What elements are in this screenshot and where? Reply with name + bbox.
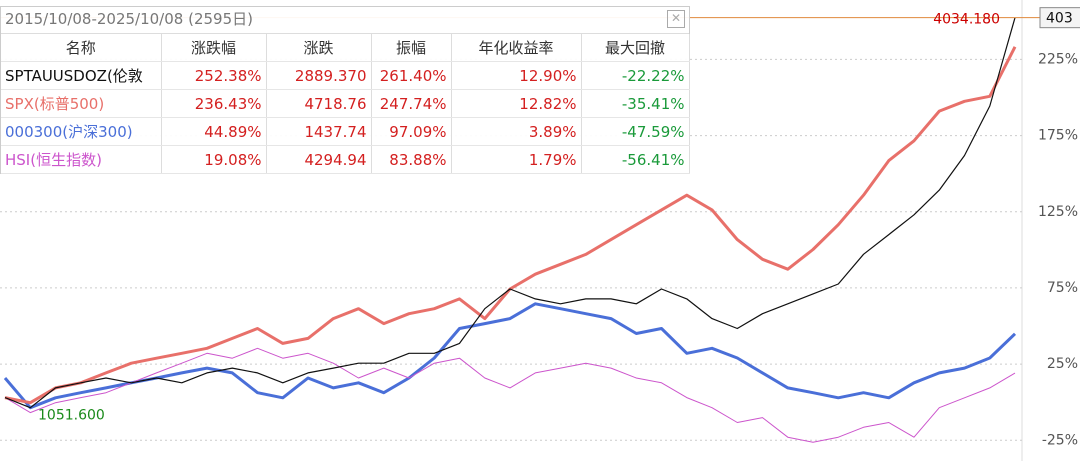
column-header: 涨跌: [266, 34, 372, 62]
price-label: 4034.180: [933, 12, 1000, 28]
stat-cell: 252.38%: [161, 61, 267, 90]
table-header: 名称 涨跌幅 涨跌 振幅 年化收益率 最大回撤: [1, 34, 690, 62]
y-tick-label: 225%: [1038, 51, 1078, 67]
stat-cell: 12.82%: [451, 89, 582, 118]
y-tick-label: 125%: [1038, 204, 1078, 220]
stat-cell: 3.89%: [451, 117, 582, 146]
low-label: 1051.600: [38, 408, 105, 424]
column-header: 名称: [1, 34, 162, 62]
stat-cell: 261.40%: [371, 61, 452, 90]
series-name: 000300(沪深300): [1, 117, 162, 146]
column-header: 涨跌幅: [161, 34, 267, 62]
stat-cell: 4294.94: [266, 145, 372, 174]
table-row: SPX(标普500) 236.43% 4718.76 247.74% 12.82% -35…: [1, 89, 690, 118]
stat-cell: 12.90%: [451, 61, 582, 90]
stat-cell: 2889.370: [266, 61, 372, 90]
price-box-label: 403: [1046, 11, 1073, 27]
series-line: [3, 302, 1017, 410]
stat-cell: 19.08%: [161, 145, 267, 174]
series-name: SPX(标普500): [1, 89, 162, 118]
stat-cell: 83.88%: [371, 145, 452, 174]
series-line: [4, 17, 1016, 409]
period-header: 2015/10/08-2025/10/08 (2595日) ✕: [1, 7, 689, 34]
stat-cell: -47.59%: [581, 117, 690, 146]
y-tick-label: 175%: [1038, 128, 1078, 144]
stat-cell: 236.43%: [161, 89, 267, 118]
period-text: 2015/10/08-2025/10/08 (2595日): [5, 10, 253, 28]
table-row: SPTAUUSDOZ(伦敦 252.38% 2889.370 261.40% 12.90…: [1, 61, 690, 90]
price-box: [1039, 7, 1080, 29]
series-line: [4, 347, 1016, 443]
stats-table: 名称 涨跌幅 涨跌 振幅 年化收益率 最大回撤 SPTAUUSDOZ(伦敦 252.38% 28…: [1, 34, 690, 174]
series-name: SPTAUUSDOZ(伦敦: [1, 61, 162, 90]
stat-cell: 247.74%: [371, 89, 452, 118]
table-row: 000300(沪深300) 44.89% 1437.74 97.09% 3.89% -47…: [1, 117, 690, 146]
stat-cell: 1.79%: [451, 145, 582, 174]
stat-cell: -35.41%: [581, 89, 690, 118]
stats-panel: 2015/10/08-2025/10/08 (2595日) ✕ 名称 涨跌幅 涨跌 振幅…: [0, 6, 690, 174]
series-name: HSI(恒生指数): [1, 145, 162, 174]
stat-cell: 97.09%: [371, 117, 452, 146]
stat-cell: -22.22%: [581, 61, 690, 90]
stat-cell: 4718.76: [266, 89, 372, 118]
stat-cell: 1437.74: [266, 117, 372, 146]
column-header: 振幅: [371, 34, 452, 62]
y-tick-label: -25%: [1042, 432, 1078, 448]
stat-cell: -56.41%: [581, 145, 690, 174]
stat-cell: 44.89%: [161, 117, 267, 146]
column-header: 最大回撤: [581, 34, 690, 62]
column-header: 年化收益率: [451, 34, 582, 62]
y-tick-label: 75%: [1047, 280, 1078, 296]
close-button[interactable]: ✕: [667, 10, 685, 28]
table-row: HSI(恒生指数) 19.08% 4294.94 83.88% 1.79% -56.41%: [1, 145, 690, 174]
y-tick-label: 25%: [1047, 356, 1078, 372]
